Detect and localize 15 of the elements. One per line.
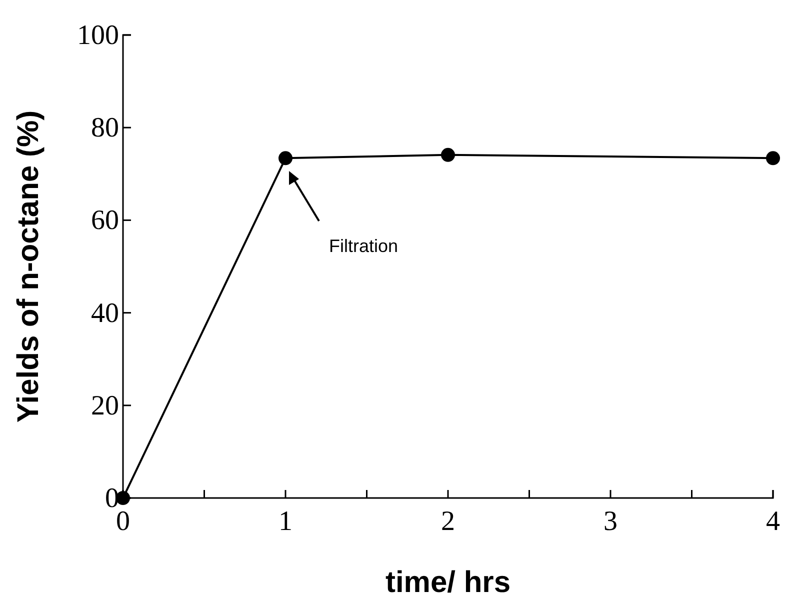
y-tick-label: 100 <box>77 20 119 51</box>
point <box>766 151 780 166</box>
y-tick-label: 60 <box>91 205 119 236</box>
point <box>278 151 292 166</box>
x-axis-title: time/ hrs <box>385 566 511 599</box>
annotation: Filtration <box>329 236 398 256</box>
y-axis-title: Yields of n-octane (%) <box>12 110 45 423</box>
y-tick-label: 40 <box>91 298 119 329</box>
x-tick-label: 3 <box>604 506 618 537</box>
point <box>441 148 455 162</box>
x-tick-label: 2 <box>441 506 455 537</box>
y-tick-label: 80 <box>91 112 119 144</box>
y-tick-label: 20 <box>91 390 119 422</box>
x-tick-label: 4 <box>766 506 780 537</box>
x-tick-label: 1 <box>278 506 292 537</box>
